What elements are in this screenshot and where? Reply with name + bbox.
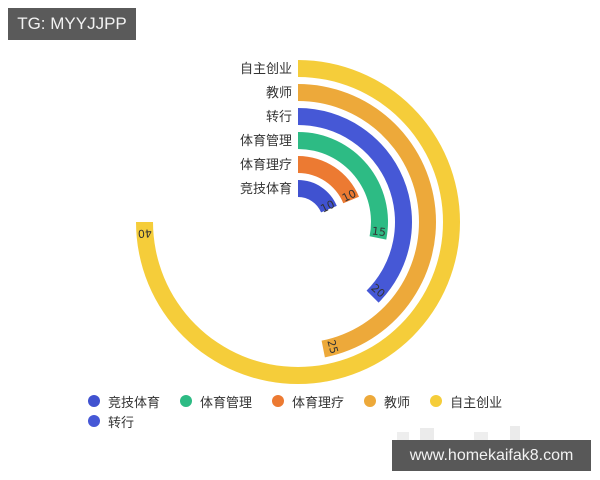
category-label: 教师 [266,85,292,101]
blur-artifact [420,428,434,440]
blur-artifact [397,432,409,440]
legend-label: 教师 [384,395,411,411]
legend-item[interactable]: 竞技体育 [88,393,161,411]
value-label: 40 [137,226,152,240]
bar-1 [298,84,436,358]
bar-2 [298,108,412,303]
chart-legend: 竞技体育 体育管理 体育理疗 教师 自主创业转行 [88,393,528,431]
legend-item[interactable]: 教师 [364,393,411,411]
value-label: 15 [371,224,387,239]
legend-dot-icon [88,415,100,427]
legend-label: 体育理疗 [292,395,345,411]
legend-item[interactable]: 自主创业 [430,393,503,411]
value-label: 25 [324,338,340,355]
category-label: 体育管理 [240,133,292,149]
legend-item[interactable]: 体育理疗 [272,393,345,411]
category-label: 竞技体育 [240,181,292,197]
legend-dot-icon [180,395,193,407]
bar-4 [298,156,359,204]
bar-3 [298,132,388,240]
legend-label: 竞技体育 [108,395,161,411]
bar-5 [298,180,337,213]
legend-item[interactable]: 转行 [88,413,508,431]
blur-artifact [474,432,488,440]
value-label: 10 [319,198,337,216]
legend-label: 体育管理 [200,395,253,411]
category-label: 自主创业 [240,62,292,77]
legend-label: 转行 [108,415,135,431]
legend-dot-icon [364,395,377,407]
legend-dot-icon [272,395,285,407]
legend-label: 自主创业 [450,395,503,411]
legend-dot-icon [88,395,100,407]
category-label: 体育理疗 [240,157,292,173]
watermark-bottom: www.homekaifak8.com [392,440,591,471]
blur-artifact [510,426,520,440]
category-label: 转行 [266,110,292,125]
legend-item[interactable]: 体育管理 [180,393,253,411]
value-label: 10 [340,187,358,205]
legend-dot-icon [430,395,443,407]
watermark-top: TG: MYYJJPP [8,8,136,40]
